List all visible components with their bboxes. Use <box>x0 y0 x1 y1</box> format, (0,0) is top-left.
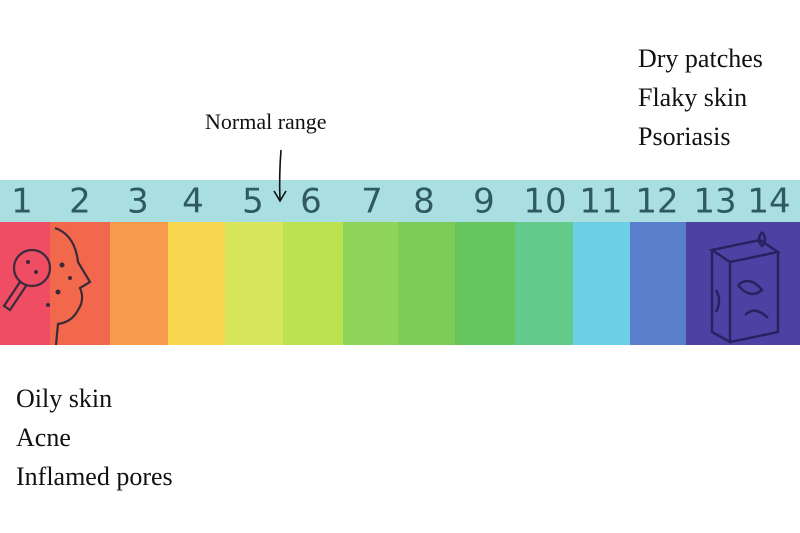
scale-number: 2 <box>69 182 91 222</box>
color-block <box>283 222 344 345</box>
color-block <box>573 222 631 345</box>
scale-number: 13 <box>693 182 736 222</box>
color-block <box>686 222 746 345</box>
scale-number: 11 <box>579 182 622 222</box>
color-block <box>343 222 399 345</box>
number-band <box>0 180 800 222</box>
acidic-effects: Oily skin Acne Inflamed pores <box>16 384 173 491</box>
color-block <box>398 222 456 345</box>
color-block <box>515 222 574 345</box>
color-block <box>630 222 687 345</box>
scale-number: 1 <box>11 182 33 222</box>
scale-number: 7 <box>361 182 383 222</box>
skin-block-icon <box>708 231 782 345</box>
color-block <box>168 222 226 345</box>
effect-line: Acne <box>16 423 71 452</box>
effect-line: Oily skin <box>16 384 112 413</box>
arrow <box>273 149 287 203</box>
color-block <box>225 222 284 345</box>
scale-numbers: 1 2 3 4 5 6 7 8 9 10 11 12 13 14 <box>11 182 790 222</box>
color-block <box>110 222 169 345</box>
scale-number: 3 <box>127 182 149 222</box>
color-blocks <box>0 222 800 345</box>
color-block <box>455 222 516 345</box>
face-icon <box>2 226 92 346</box>
effect-line: Psoriasis <box>638 122 730 151</box>
normal-range-label: Normal range <box>205 109 327 134</box>
scale-number: 6 <box>300 182 322 222</box>
effect-line: Dry patches <box>638 44 763 73</box>
scale-number: 5 <box>242 182 264 222</box>
scale-number: 4 <box>182 182 204 222</box>
scale-number: 8 <box>413 182 435 222</box>
effect-line: Flaky skin <box>638 83 747 112</box>
color-block <box>50 222 111 345</box>
scale-number: 12 <box>635 182 678 222</box>
scale-number: 14 <box>747 182 790 222</box>
scale-number: 9 <box>473 182 495 222</box>
effect-line: Inflamed pores <box>16 462 173 491</box>
alkaline-effects: Dry patches Flaky skin Psoriasis <box>638 44 763 151</box>
scale-number: 10 <box>523 182 566 222</box>
